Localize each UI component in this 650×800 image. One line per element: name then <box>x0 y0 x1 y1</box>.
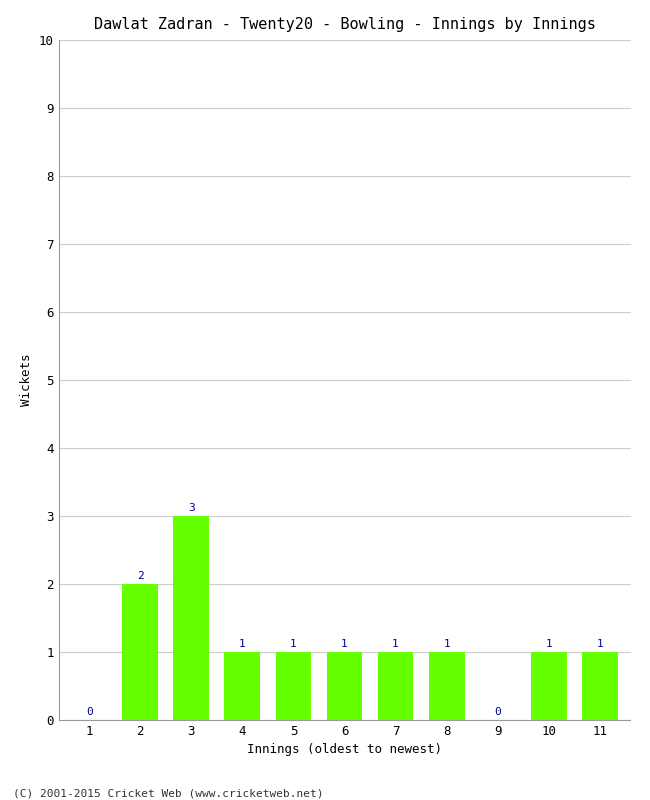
Title: Dawlat Zadran - Twenty20 - Bowling - Innings by Innings: Dawlat Zadran - Twenty20 - Bowling - Inn… <box>94 17 595 32</box>
Text: 1: 1 <box>392 638 399 649</box>
Bar <box>326 652 363 720</box>
Text: 2: 2 <box>137 570 144 581</box>
Bar <box>174 516 209 720</box>
Text: 1: 1 <box>239 638 246 649</box>
Text: 0: 0 <box>495 706 501 717</box>
Bar <box>378 652 413 720</box>
Text: 0: 0 <box>86 706 92 717</box>
Y-axis label: Wickets: Wickets <box>20 354 33 406</box>
Bar <box>429 652 465 720</box>
Text: (C) 2001-2015 Cricket Web (www.cricketweb.net): (C) 2001-2015 Cricket Web (www.cricketwe… <box>13 788 324 798</box>
Bar <box>582 652 618 720</box>
Bar <box>224 652 260 720</box>
Text: 3: 3 <box>188 502 194 513</box>
Text: 1: 1 <box>443 638 450 649</box>
X-axis label: Innings (oldest to newest): Innings (oldest to newest) <box>247 743 442 757</box>
Text: 1: 1 <box>341 638 348 649</box>
Bar <box>122 584 158 720</box>
Bar <box>531 652 567 720</box>
Text: 1: 1 <box>290 638 297 649</box>
Text: 1: 1 <box>545 638 552 649</box>
Bar <box>276 652 311 720</box>
Text: 1: 1 <box>597 638 603 649</box>
